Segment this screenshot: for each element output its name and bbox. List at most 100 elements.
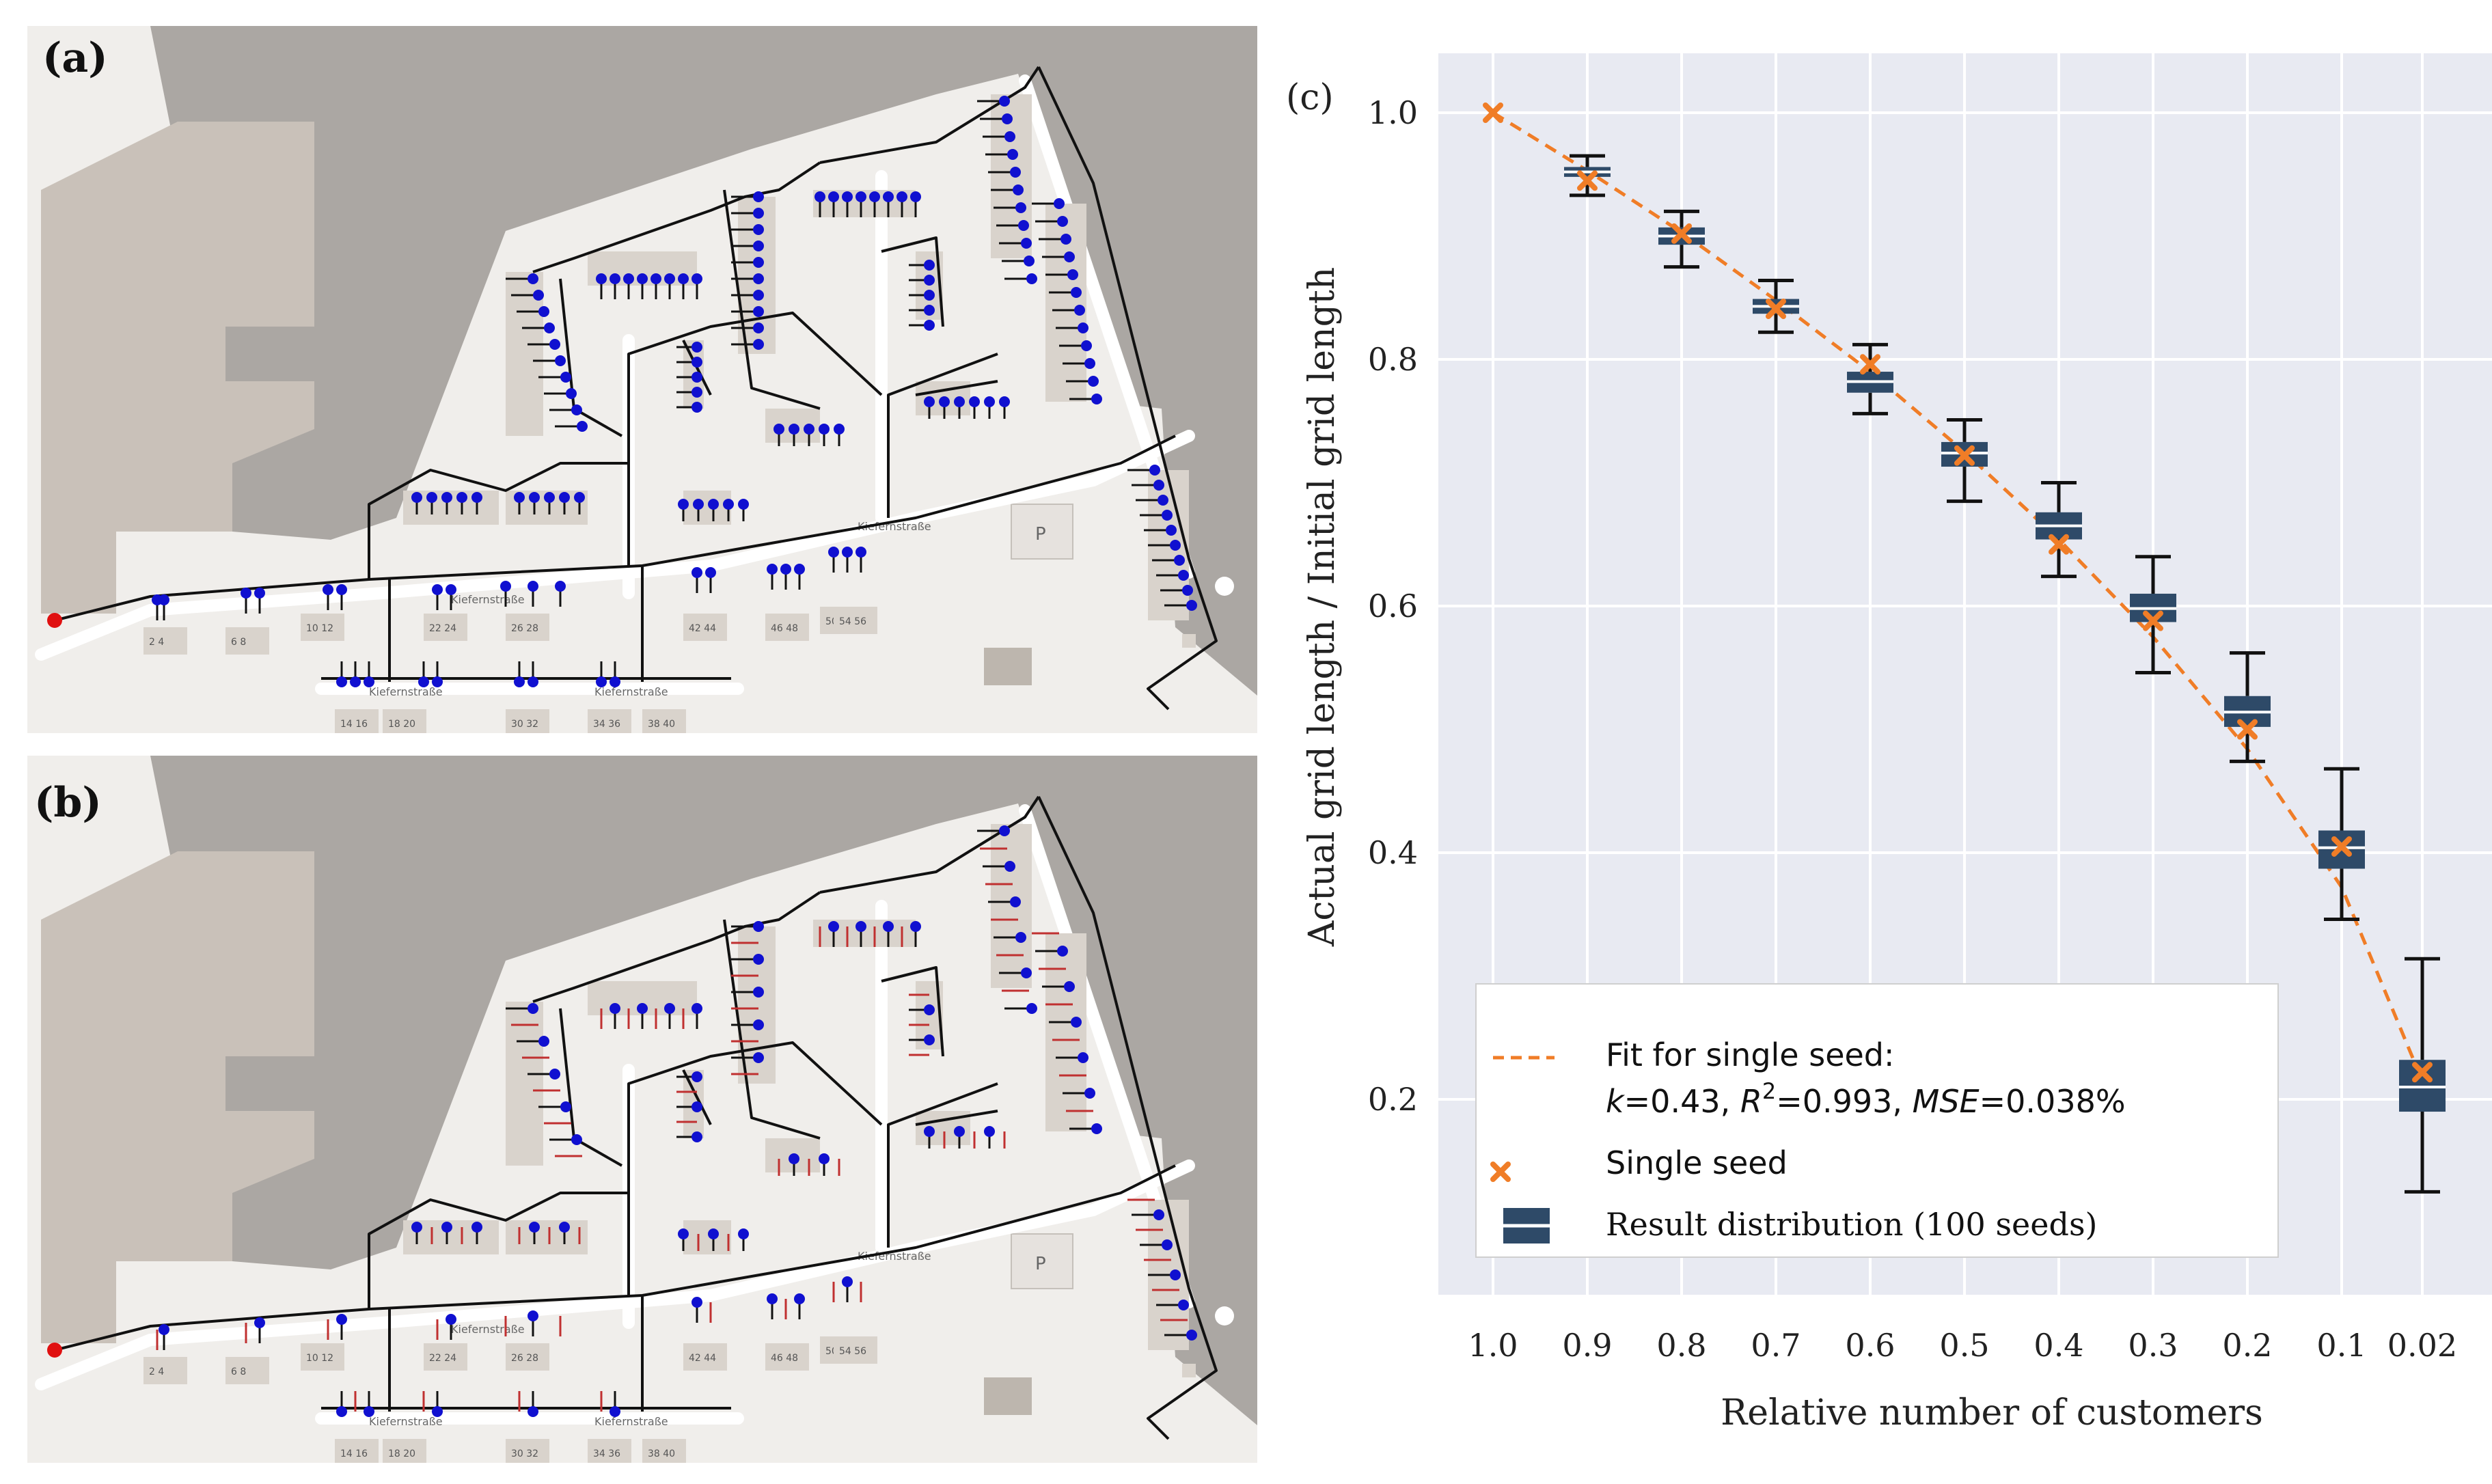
customer-dot (753, 241, 764, 251)
legend-box (1475, 983, 2279, 1258)
customer-dot (954, 1126, 965, 1137)
customer-dot (896, 191, 907, 202)
customer-dot (1078, 322, 1088, 333)
y-tick-label: 0.6 (1368, 588, 1418, 624)
customer-dot (528, 1406, 538, 1417)
customer-dot (738, 1228, 749, 1239)
x-tick-label: 0.8 (1656, 1327, 1706, 1364)
house-number: 6 8 (231, 1366, 246, 1377)
customer-dot (1054, 198, 1065, 209)
source-node (47, 613, 62, 628)
panel-label-b: (b) (34, 779, 102, 827)
customer-dot (692, 1101, 702, 1112)
customer-dot (883, 921, 894, 932)
customer-dot (1018, 220, 1029, 231)
customer-dot (529, 1222, 540, 1233)
source-node (47, 1343, 62, 1358)
building (506, 1220, 588, 1254)
building (683, 491, 731, 525)
building (1182, 1364, 1196, 1377)
customer-dot (1013, 184, 1024, 195)
customer-dot (533, 290, 544, 301)
cable-line (1037, 66, 1218, 711)
customer-dot (924, 260, 935, 271)
street-label: Kiefernstraße (594, 685, 668, 698)
cable-line (532, 891, 821, 1003)
customer-dot (596, 676, 607, 687)
small-building (984, 648, 1032, 685)
building (225, 1357, 269, 1384)
customer-dot (577, 421, 588, 432)
customer-dot (637, 1003, 648, 1014)
house-number: 38 40 (648, 719, 675, 730)
cable-line (723, 919, 821, 1140)
customer-dot (1170, 1269, 1181, 1280)
building (506, 614, 549, 641)
customer-dot (753, 306, 764, 317)
customer-dot (924, 290, 935, 301)
customer-dot (692, 387, 702, 398)
customer-dot (350, 676, 361, 687)
building (225, 627, 269, 655)
customer-dot (529, 492, 540, 503)
customer-dot (555, 581, 566, 592)
customer-dot (753, 1052, 764, 1063)
single-seed-marker (2049, 534, 2069, 555)
customer-dot (692, 342, 702, 353)
customer-dot (549, 339, 560, 350)
building (642, 1439, 686, 1463)
legend-fit-k: k (1606, 1083, 1626, 1120)
customer-dot (924, 1126, 935, 1137)
building (143, 627, 187, 655)
customer-dot (767, 564, 778, 575)
legend-fit-stats: k=0.43, R2=0.993, MSE=0.038% (1606, 1078, 2126, 1120)
customer-dot (1021, 967, 1032, 978)
grid-length-chart: 0.2 0.4 0.6 0.8 1.0 1.0 0.9 0.8 0.7 0.6 0.5 0.4 0.3… (1286, 53, 2492, 1433)
building (383, 1439, 426, 1463)
customer-dot (574, 492, 585, 503)
customer-dot (1064, 251, 1075, 262)
house-number: 22 24 (429, 1353, 456, 1364)
house-number: 26 28 (511, 1353, 538, 1364)
customer-dot (780, 564, 791, 575)
customer-dot (528, 273, 538, 284)
customer-dot (336, 676, 347, 687)
customer-dot (794, 1293, 805, 1304)
customer-dot (678, 1228, 689, 1239)
x-tick-label: 0.9 (1562, 1327, 1612, 1364)
customer-dot (939, 396, 950, 407)
customer-dot (753, 224, 764, 235)
customer-dot (705, 567, 716, 578)
customer-dot (1091, 394, 1102, 404)
customer-dot (544, 322, 555, 333)
road-end (1215, 577, 1234, 596)
customer-dot (1071, 1017, 1082, 1028)
customer-dot (855, 921, 866, 932)
building (335, 1439, 379, 1463)
customer-dot (794, 564, 805, 575)
cable-line (915, 380, 998, 396)
customer-dot (432, 584, 443, 595)
cable-line (819, 795, 1040, 894)
customer-dot (1024, 256, 1035, 266)
customer-dot (623, 273, 634, 284)
building (1045, 204, 1086, 402)
cable-line (723, 189, 821, 410)
customer-dot (1091, 1123, 1102, 1134)
customer-dot (1067, 269, 1078, 280)
house-number: 18 20 (388, 719, 415, 730)
customer-dot (426, 492, 437, 503)
house-number: 18 20 (388, 1448, 415, 1459)
customer-dot (1010, 896, 1021, 907)
customer-dot (411, 1222, 422, 1233)
house-number: 26 28 (511, 623, 538, 634)
house-number: 46 48 (771, 623, 798, 634)
customer-dot (538, 306, 549, 317)
customer-dot (1084, 1088, 1095, 1099)
single-seed-marker (2331, 836, 2352, 857)
customer-dot (1021, 238, 1032, 249)
box-plot (2036, 481, 2082, 579)
house-number: 30 32 (511, 719, 538, 730)
cable-line (915, 1110, 998, 1126)
building (506, 1343, 549, 1371)
